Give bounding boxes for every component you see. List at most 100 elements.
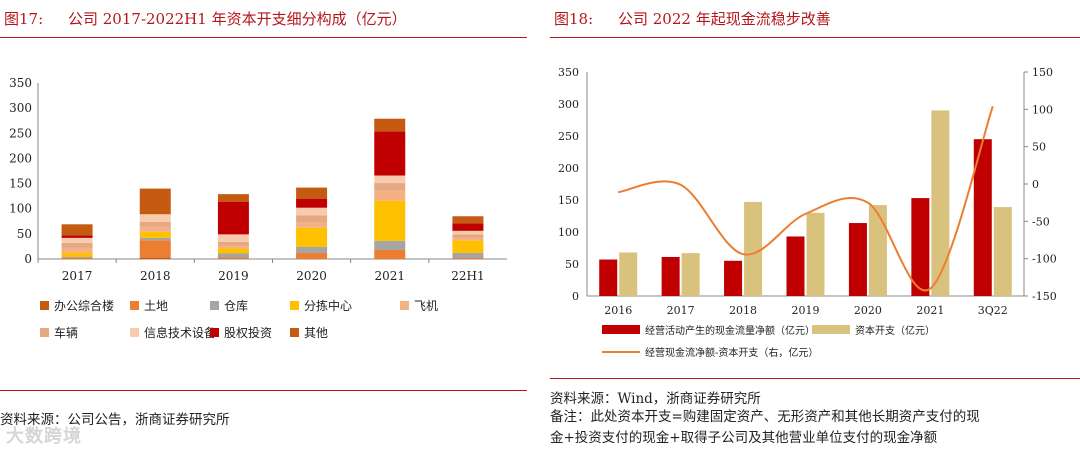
- x-tick-label: 2021: [374, 269, 405, 283]
- bar-segment: [452, 240, 484, 253]
- legend-label: 土地: [144, 299, 168, 313]
- x-tick-label: 2020: [854, 304, 882, 317]
- right-figure-panel: 图18: 公司 2022 年起现金流稳步改善 0 50 100 150 200 250 300…: [550, 0, 1080, 457]
- ocf-bar: [724, 260, 743, 296]
- bar-segment: [452, 237, 484, 241]
- bar-segment: [374, 118, 406, 132]
- bar-segment: [374, 175, 406, 184]
- bar-segment: [61, 224, 93, 236]
- right-figure-caption: 公司 2022 年起现金流稳步改善: [618, 10, 831, 28]
- left-y-tick-label: 300: [558, 98, 579, 111]
- y-tick-label: 0: [24, 252, 32, 266]
- legend-label: 办公综合楼: [54, 298, 114, 313]
- bar-segment: [217, 234, 249, 242]
- ocf-bar: [973, 139, 992, 296]
- legend-swatch: [290, 301, 299, 310]
- bar-segment: [217, 201, 249, 235]
- bar-segment: [217, 194, 249, 202]
- x-tick-label: 2020: [296, 269, 327, 283]
- bar-segment: [217, 257, 249, 259]
- legend-swatch-ocf: [602, 325, 640, 334]
- right-y-tick-label: 100: [1032, 103, 1053, 116]
- right-note-line-1: 备注：此处资本开支=购建固定资产、无形资产和其他长期资产支付的现: [550, 409, 980, 425]
- right-y-tick-label: 50: [1032, 141, 1046, 154]
- left-y-tick-label: 200: [558, 162, 579, 175]
- bar-segment: [452, 223, 484, 231]
- left-y-tick-label: 100: [558, 226, 579, 239]
- bar-segment: [452, 234, 484, 238]
- left-figure-panel: 图17: 公司 2017-2022H1 年资本开支细分构成（亿元） 0 50 100 1…: [0, 0, 527, 457]
- left-source-text: 资料来源：公司公告，浙商证券研究所: [0, 412, 230, 428]
- watermark-logo: 大数跨境: [6, 426, 82, 447]
- right-combo-chart: 0 50 100 150 200 250 300 350 -150 -100 -50 0 50 100 15…: [558, 66, 1057, 359]
- right-y-tick-label: -150: [1032, 290, 1057, 303]
- legend-swatch: [130, 328, 139, 337]
- right-note-text: 备注：此处资本开支=购建固定资产、无形资产和其他长期资产支付的现 金+投资支付的…: [550, 407, 1080, 449]
- x-tick-label: 3Q22: [978, 304, 1008, 317]
- legend-label: 分拣中心: [304, 298, 352, 313]
- bar-segment: [296, 222, 328, 228]
- bar-segment: [61, 252, 93, 257]
- right-y-tick-label: -50: [1032, 215, 1050, 228]
- bar-segment: [61, 256, 93, 258]
- bar-segment: [61, 237, 93, 243]
- capex-bar: [806, 212, 825, 296]
- legend-swatch: [40, 301, 49, 310]
- legend-swatch: [210, 328, 219, 337]
- y-tick-label: 150: [9, 177, 32, 191]
- x-tick-label: 2018: [729, 304, 757, 317]
- bar-segment: [374, 131, 406, 176]
- bar-segment: [374, 249, 406, 259]
- legend-label: 仓库: [224, 298, 248, 313]
- left-stacked-bar-chart: 0 50 100 150 200 250 300 350 2017 2018 2019 2020 202…: [9, 76, 507, 340]
- right-title-rule: [550, 37, 1080, 38]
- y-tick-label: 100: [9, 202, 32, 216]
- legend-swatch: [290, 328, 299, 337]
- y-tick-label: 50: [17, 227, 32, 241]
- x-tick-label: 2017: [667, 304, 695, 317]
- ocf-bar: [786, 236, 805, 296]
- left-y-tick-label: 250: [558, 130, 579, 143]
- legend-label: 信息技术设备: [144, 325, 216, 340]
- bar-segment: [296, 227, 328, 247]
- left-y-tick-label: 350: [558, 66, 579, 79]
- legend-label-line: 经营现金流净额-资本开支（右，亿元）: [645, 346, 818, 359]
- left-figure-title: 图17: 公司 2017-2022H1 年资本开支细分构成（亿元）: [4, 8, 407, 29]
- bar-segment: [61, 257, 93, 259]
- capex-bar: [619, 252, 638, 296]
- x-tick-label: 2019: [792, 304, 820, 317]
- bar-segment: [139, 221, 171, 227]
- bar-segment: [217, 245, 249, 249]
- bar-segment: [61, 235, 93, 238]
- bar-segment: [296, 198, 328, 208]
- legend-label: 股权投资: [224, 325, 272, 340]
- bar-segment: [296, 246, 328, 253]
- left-source-rule: [0, 390, 527, 391]
- bar-segment: [374, 190, 406, 201]
- x-tick-label: 22H1: [451, 269, 484, 283]
- legend-label: 飞机: [414, 299, 438, 313]
- left-y-tick-label: 150: [558, 194, 579, 207]
- left-figure-number: 图17:: [4, 10, 44, 28]
- bar-segment: [139, 226, 171, 232]
- bar-segment: [296, 187, 328, 199]
- bar-segment: [139, 188, 171, 215]
- legend-swatch: [40, 328, 49, 337]
- legend-swatch-capex: [812, 325, 850, 334]
- right-source-rule: [550, 378, 1080, 379]
- bar-segment: [139, 214, 171, 222]
- capex-bar: [868, 205, 887, 296]
- right-figure-title: 图18: 公司 2022 年起现金流稳步改善: [554, 8, 831, 29]
- ocf-bar: [661, 256, 680, 296]
- right-y-tick-label: 0: [1032, 178, 1039, 191]
- legend-swatch: [210, 301, 219, 310]
- ocf-bar: [848, 223, 867, 296]
- bar-segment: [374, 240, 406, 250]
- bar-segment: [296, 207, 328, 216]
- left-y-tick-label: 50: [565, 258, 579, 271]
- bar-segment: [139, 257, 171, 259]
- y-tick-label: 200: [9, 151, 32, 165]
- left-y-tick-label: 0: [572, 290, 579, 303]
- bar-segment: [296, 215, 328, 223]
- x-tick-label: 2019: [218, 269, 249, 283]
